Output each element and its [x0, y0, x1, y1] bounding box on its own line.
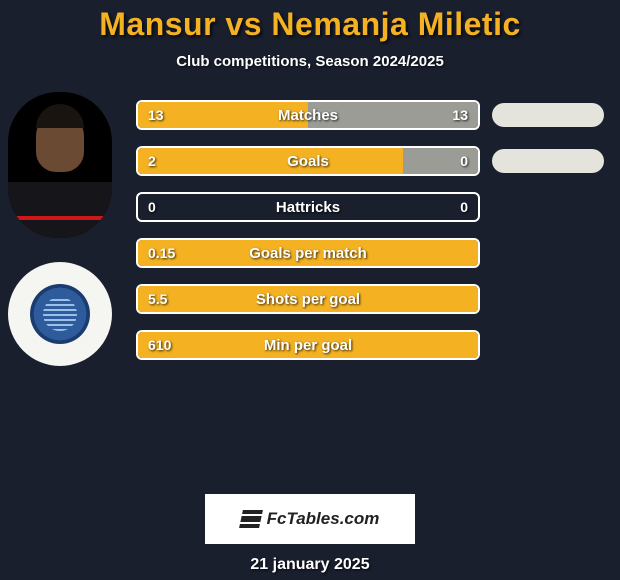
page-title: Mansur vs Nemanja Miletic — [0, 6, 620, 43]
avatars-column — [8, 92, 120, 366]
brand-box: FcTables.com — [205, 494, 415, 544]
stat-row: Shots per goal5.5 — [136, 276, 612, 322]
stat-bars: Goals per match0.15 — [136, 238, 480, 268]
stat-bars: Hattricks0 0 — [136, 192, 480, 222]
stat-bars: Goals20 — [136, 146, 480, 176]
bar-left — [138, 286, 478, 312]
main-area: Matches1313 Goals20 Hattricks0 0 Goals per m… — [0, 92, 620, 492]
brand-text: FcTables.com — [267, 509, 380, 529]
stat-bars: Min per goal610 — [136, 330, 480, 360]
brand-bars-icon — [239, 510, 263, 528]
subtitle: Club competitions, Season 2024/2025 — [0, 53, 620, 70]
bar-left — [138, 240, 478, 266]
stat-value-left: 0 — [148, 194, 156, 220]
stat-row: Goals20 — [136, 138, 612, 184]
stat-bars: Shots per goal5.5 — [136, 284, 480, 314]
stat-row: Matches1313 — [136, 92, 612, 138]
stat-row: Min per goal610 — [136, 322, 612, 368]
stats-column: Matches1313 Goals20 Hattricks0 0 Goals per m… — [136, 92, 612, 368]
player-left-avatar — [8, 92, 112, 238]
bar-left — [138, 332, 478, 358]
bar-right — [308, 102, 478, 128]
stat-row: Goals per match0.15 — [136, 230, 612, 276]
comparison-chip — [492, 149, 604, 173]
player-right-crest — [8, 262, 112, 366]
bar-left — [138, 148, 403, 174]
stat-bars: Matches1313 — [136, 100, 480, 130]
stat-label: Hattricks — [138, 194, 478, 220]
date-text: 21 january 2025 — [0, 556, 620, 574]
stat-value-right: 0 — [460, 194, 468, 220]
footer: FcTables.com 21 january 2025 — [0, 492, 620, 574]
bar-left — [138, 102, 308, 128]
bar-right — [403, 148, 478, 174]
comparison-chip — [492, 103, 604, 127]
comparison-card: Mansur vs Nemanja Miletic Club competiti… — [0, 0, 620, 574]
stat-row: Hattricks0 0 — [136, 184, 612, 230]
